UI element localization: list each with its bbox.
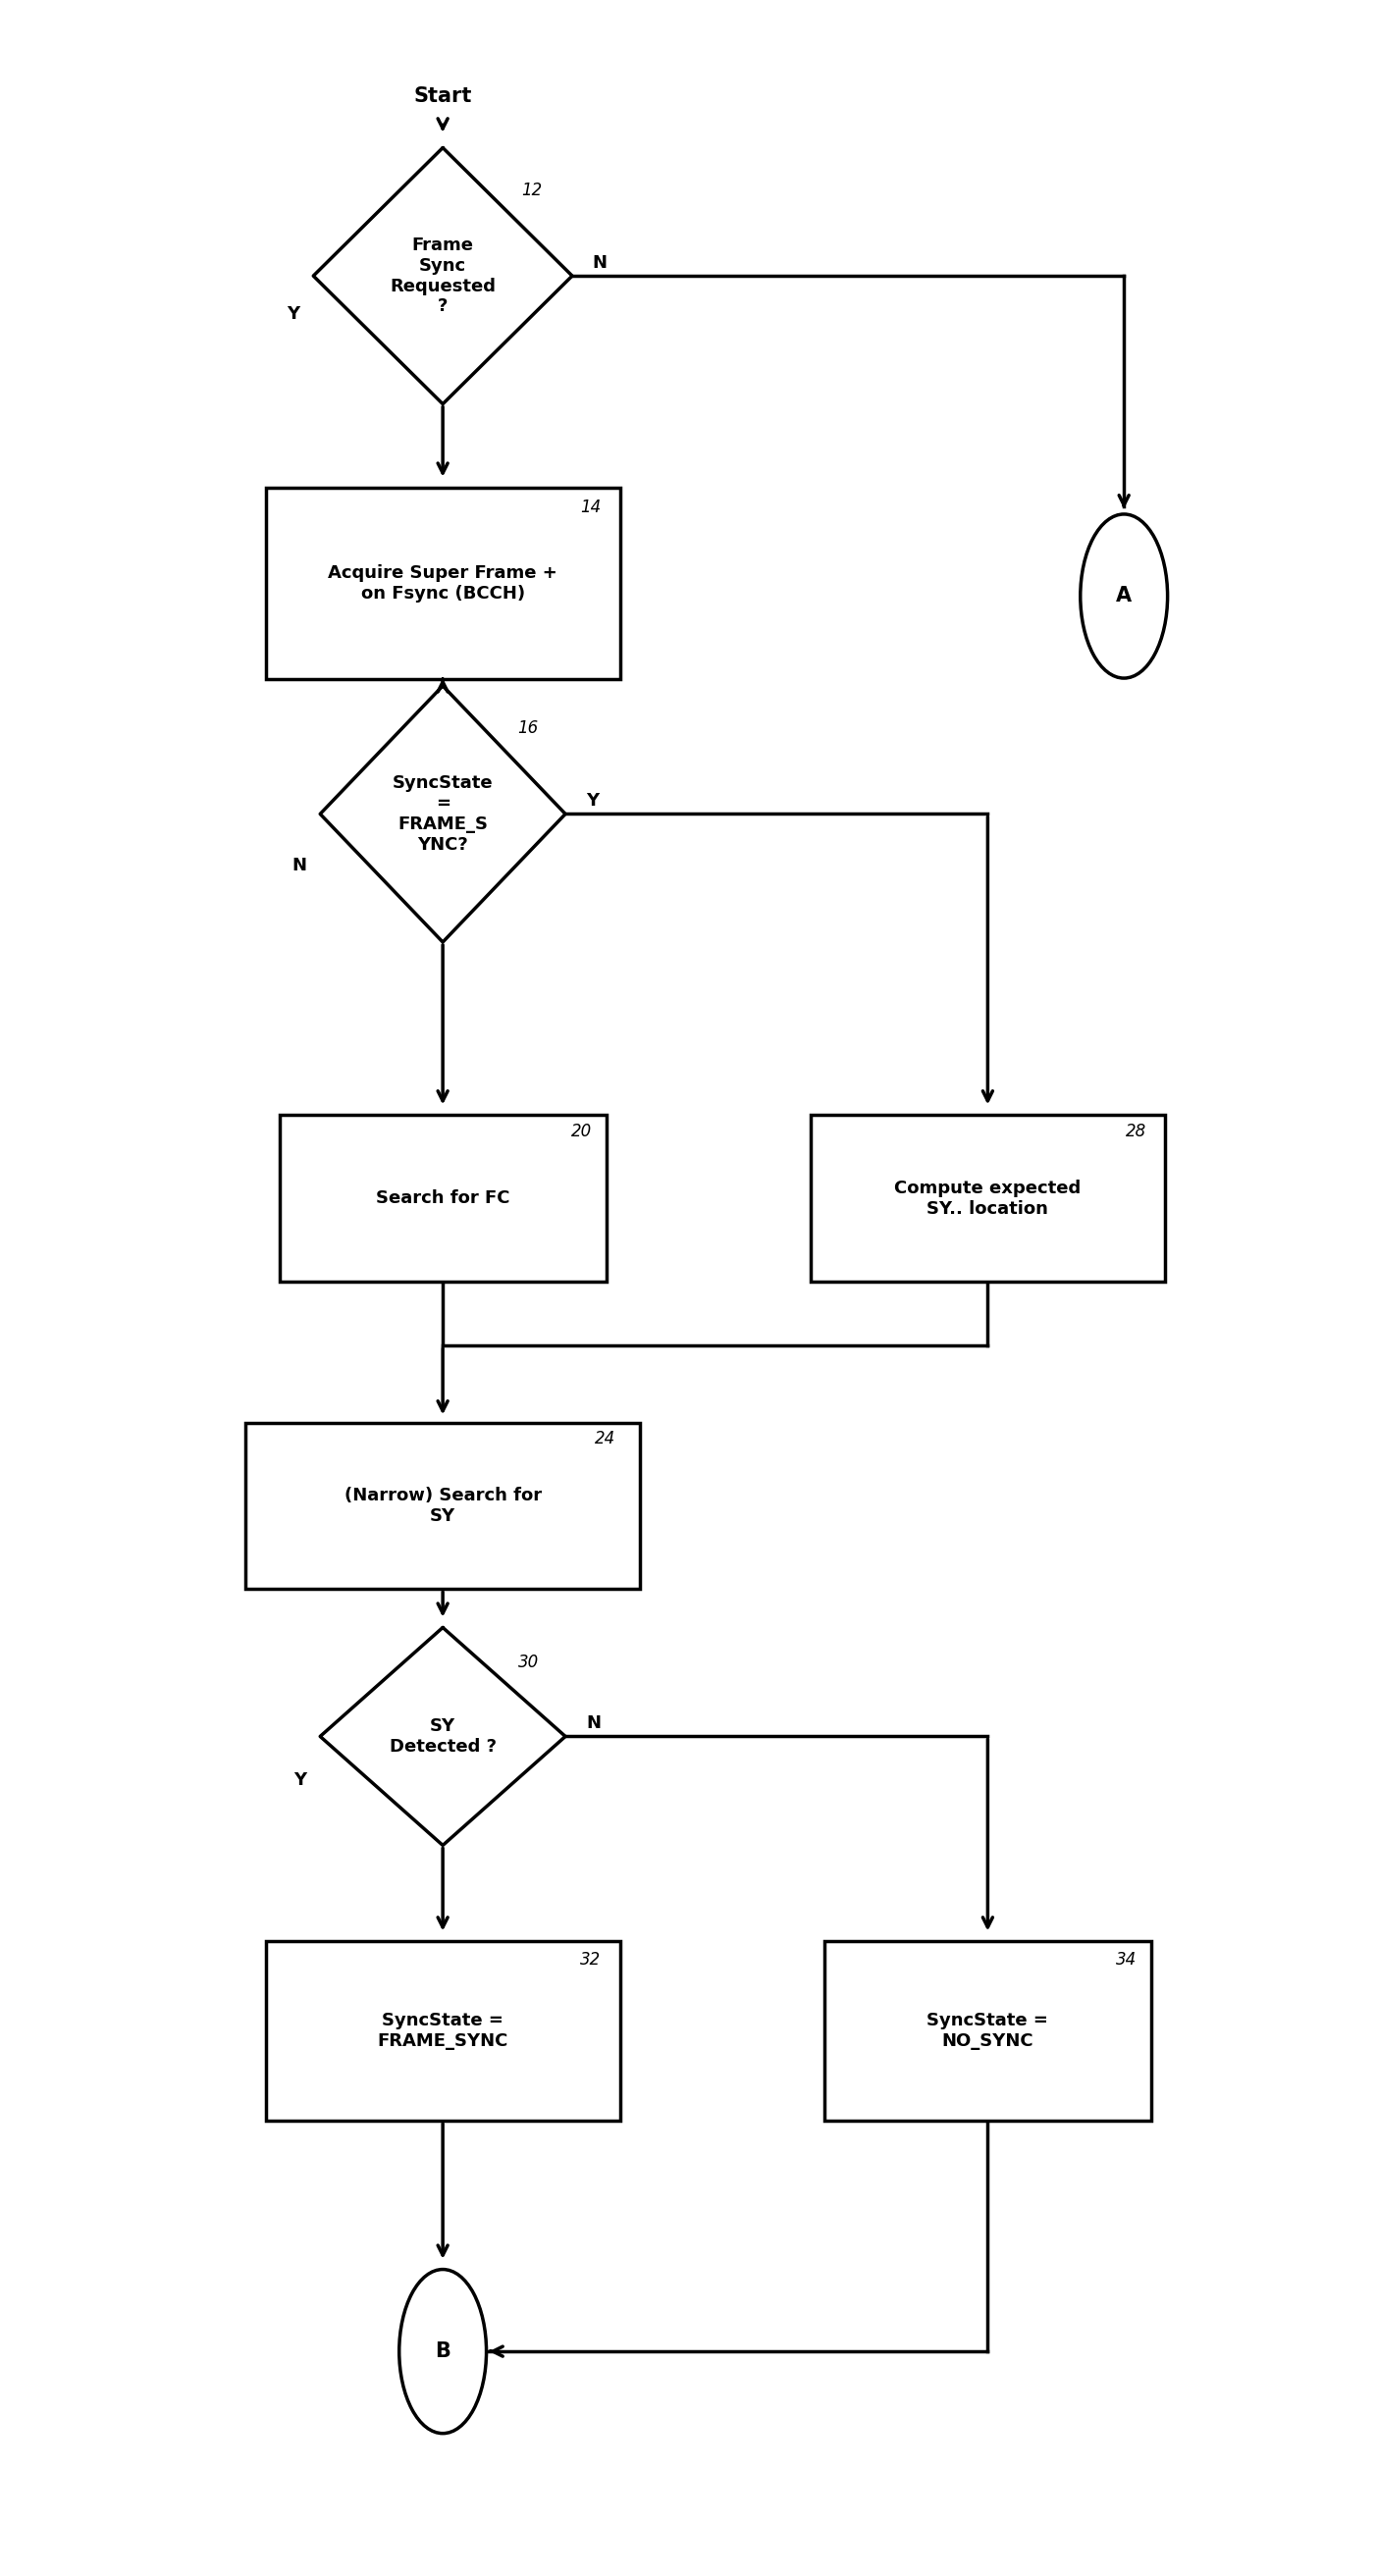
Text: 20: 20 bbox=[571, 1123, 592, 1141]
Text: SyncState =
NO_SYNC: SyncState = NO_SYNC bbox=[927, 2012, 1049, 2050]
Bar bbox=[810, 1115, 1165, 1283]
Text: 12: 12 bbox=[522, 180, 542, 198]
Text: 34: 34 bbox=[1116, 1950, 1137, 1968]
Bar bbox=[279, 1115, 607, 1283]
Text: Start: Start bbox=[414, 88, 472, 106]
Text: SyncState
=
FRAME_S
YNC?: SyncState = FRAME_S YNC? bbox=[392, 775, 493, 853]
Circle shape bbox=[1080, 515, 1168, 677]
Text: 16: 16 bbox=[517, 719, 538, 737]
Text: 24: 24 bbox=[594, 1430, 615, 1448]
Text: SY
Detected ?: SY Detected ? bbox=[389, 1718, 497, 1754]
Text: Frame
Sync
Requested
?: Frame Sync Requested ? bbox=[389, 237, 495, 314]
Text: N: N bbox=[292, 855, 307, 873]
Bar bbox=[266, 487, 619, 680]
Circle shape bbox=[399, 2269, 486, 2434]
Bar bbox=[266, 1942, 619, 2120]
Text: (Narrow) Search for
SY: (Narrow) Search for SY bbox=[344, 1486, 542, 1525]
Text: 14: 14 bbox=[581, 497, 601, 515]
Text: Y: Y bbox=[586, 793, 599, 809]
Text: Acquire Super Frame +
on Fsync (BCCH): Acquire Super Frame + on Fsync (BCCH) bbox=[327, 564, 557, 603]
Text: 32: 32 bbox=[581, 1950, 601, 1968]
Text: 28: 28 bbox=[1126, 1123, 1146, 1141]
Text: Y: Y bbox=[286, 307, 300, 322]
Bar bbox=[245, 1422, 640, 1589]
Text: N: N bbox=[593, 255, 607, 273]
Text: Compute expected
SY.. location: Compute expected SY.. location bbox=[894, 1180, 1082, 1218]
Text: SyncState =
FRAME_SYNC: SyncState = FRAME_SYNC bbox=[377, 2012, 508, 2050]
Text: N: N bbox=[586, 1716, 600, 1734]
Text: 30: 30 bbox=[517, 1654, 538, 1672]
Text: Search for FC: Search for FC bbox=[376, 1190, 509, 1208]
Text: A: A bbox=[1116, 587, 1132, 605]
Bar bbox=[824, 1942, 1152, 2120]
Text: B: B bbox=[435, 2342, 450, 2362]
Text: Y: Y bbox=[293, 1772, 307, 1788]
